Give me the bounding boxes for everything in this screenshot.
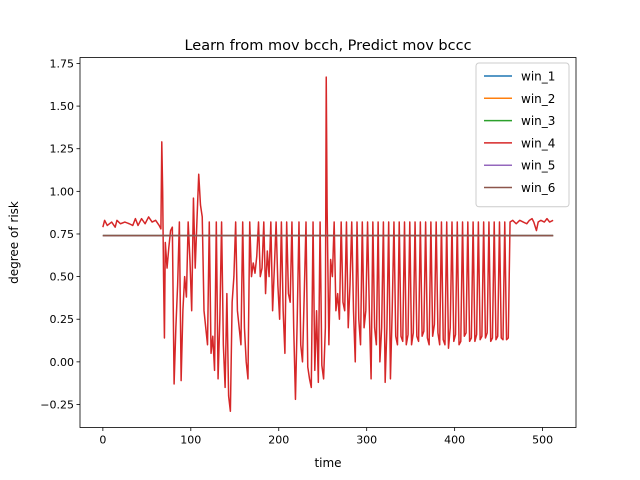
chart-title: Learn from mov bcch, Predict mov bccc: [184, 38, 471, 54]
y-tick-label: −0.25: [40, 398, 74, 411]
legend-label: win_2: [521, 92, 555, 106]
axes-frame: [79, 57, 577, 428]
x-tick-label: 300: [356, 434, 377, 447]
y-tick-label: 1.50: [50, 100, 75, 113]
x-tick-label: 100: [180, 434, 201, 447]
series-layer: [102, 76, 554, 413]
y-tick-label: 1.75: [50, 57, 75, 70]
legend-label: win_1: [521, 70, 555, 84]
legend-label: win_4: [521, 136, 555, 150]
legend-label: win_3: [521, 114, 555, 128]
y-tick-label: 0.25: [50, 313, 75, 326]
x-axis: 0 100 200 300 400 500: [99, 427, 553, 447]
y-tick-label: 0.50: [50, 271, 75, 284]
legend-label: win_6: [521, 181, 555, 195]
y-tick-label: 1.25: [50, 143, 75, 156]
y-axis-label: degree of risk: [7, 201, 21, 284]
x-tick-label: 400: [444, 434, 465, 447]
y-tick-label: 1.00: [50, 185, 75, 198]
y-axis: −0.25 0.00 0.25 0.50 0.75 1.00 1.25 1.50 1.75: [40, 57, 80, 411]
x-tick-label: 200: [268, 434, 289, 447]
x-axis-label: time: [314, 456, 341, 470]
x-tick-label: 0: [99, 434, 106, 447]
x-tick-label: 500: [532, 434, 553, 447]
series-line-win-4: [102, 76, 554, 413]
legend-label: win_5: [521, 159, 555, 173]
legend: win_1 win_2 win_3 win_4 win_5 win_6: [475, 62, 570, 208]
y-tick-label: 0.00: [50, 356, 75, 369]
y-tick-label: 0.75: [50, 228, 75, 241]
